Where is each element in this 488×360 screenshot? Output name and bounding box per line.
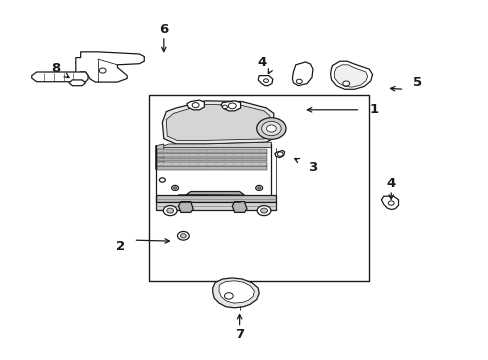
Polygon shape	[381, 196, 398, 210]
Polygon shape	[186, 100, 204, 110]
Polygon shape	[334, 65, 367, 87]
Circle shape	[296, 79, 302, 84]
Text: 1: 1	[368, 103, 378, 116]
Polygon shape	[258, 76, 272, 86]
Text: 7: 7	[235, 328, 244, 341]
Polygon shape	[185, 192, 244, 195]
Polygon shape	[221, 101, 240, 111]
Text: 6: 6	[159, 23, 168, 36]
Polygon shape	[157, 149, 266, 153]
Circle shape	[263, 79, 268, 82]
Circle shape	[192, 103, 199, 108]
Polygon shape	[274, 150, 284, 158]
Polygon shape	[76, 52, 144, 82]
Polygon shape	[159, 142, 271, 148]
Polygon shape	[157, 158, 266, 161]
Circle shape	[159, 178, 165, 182]
Text: 8: 8	[52, 62, 61, 75]
Polygon shape	[212, 278, 259, 308]
Circle shape	[180, 234, 186, 238]
Circle shape	[266, 125, 276, 132]
Circle shape	[261, 121, 281, 136]
Polygon shape	[178, 202, 193, 212]
Circle shape	[277, 152, 283, 156]
Circle shape	[260, 208, 267, 213]
Polygon shape	[155, 195, 276, 202]
Circle shape	[99, 68, 106, 73]
Circle shape	[166, 208, 173, 213]
Circle shape	[224, 293, 233, 299]
Polygon shape	[232, 202, 246, 212]
Text: 5: 5	[412, 76, 422, 89]
Polygon shape	[157, 166, 266, 170]
Circle shape	[163, 206, 177, 216]
Text: 4: 4	[257, 57, 265, 69]
Polygon shape	[162, 101, 273, 144]
Polygon shape	[155, 144, 163, 169]
Circle shape	[257, 206, 270, 216]
Circle shape	[173, 187, 176, 189]
Circle shape	[387, 201, 393, 205]
Polygon shape	[157, 153, 266, 157]
Polygon shape	[155, 202, 276, 210]
Polygon shape	[166, 104, 269, 140]
Circle shape	[256, 118, 285, 139]
Text: 4: 4	[386, 177, 395, 190]
Bar	[149, 95, 368, 281]
Polygon shape	[32, 72, 88, 82]
Circle shape	[257, 187, 260, 189]
Polygon shape	[292, 62, 312, 86]
Polygon shape	[219, 281, 254, 303]
Circle shape	[255, 185, 262, 190]
Polygon shape	[330, 61, 372, 89]
Text: 3: 3	[307, 161, 317, 174]
Circle shape	[222, 105, 227, 109]
Circle shape	[342, 81, 349, 86]
Polygon shape	[69, 80, 85, 86]
Circle shape	[228, 103, 236, 109]
Circle shape	[171, 185, 178, 190]
Circle shape	[177, 231, 189, 240]
Polygon shape	[157, 162, 266, 166]
Text: 2: 2	[115, 240, 124, 253]
